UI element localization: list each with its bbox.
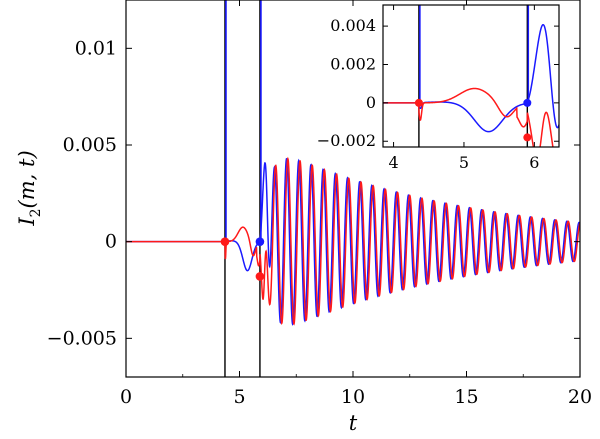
x-axis-label: t [349,411,358,435]
inset-series-red [383,87,554,147]
main-marker-red-0 [220,237,230,246]
inset-y-tick-label-1: 0 [366,93,376,112]
main-marker-blue-1 [255,237,265,246]
inset-marker-red-2 [523,133,532,142]
y-tick-label-3: 0.01 [75,37,117,59]
inset-plot: 4 5 6 −0.002 0 0.002 0.004 [317,4,560,172]
x-tick-label-3: 15 [454,386,478,408]
inset-plot-frame [382,4,560,148]
main-marker-red-2 [255,272,265,281]
inset-x-tick-label-2: 6 [529,153,539,172]
main-series-red [126,156,580,326]
inset-y-tick-label-3: 0.004 [330,16,376,35]
y-tick-label-0: −0.005 [47,327,117,349]
inset-marker-red-0 [414,98,423,107]
y-tick-label-1: 0 [105,231,117,253]
y-tick-label-2: 0.005 [63,134,117,156]
inset-x-tick-label-0: 4 [388,153,398,172]
inset-y-tick-label-2: 0.002 [330,54,376,73]
y-axis-label: I2(m, t) [15,150,44,226]
x-tick-label-0: 0 [120,386,132,408]
inset-x-tick-label-1: 5 [459,153,469,172]
x-tick-label-1: 5 [233,386,245,408]
x-tick-label-4: 20 [568,386,592,408]
x-tick-label-2: 10 [341,386,365,408]
inset-marker-blue-1 [523,98,532,107]
inset-y-tick-label-0: −0.002 [317,131,376,150]
